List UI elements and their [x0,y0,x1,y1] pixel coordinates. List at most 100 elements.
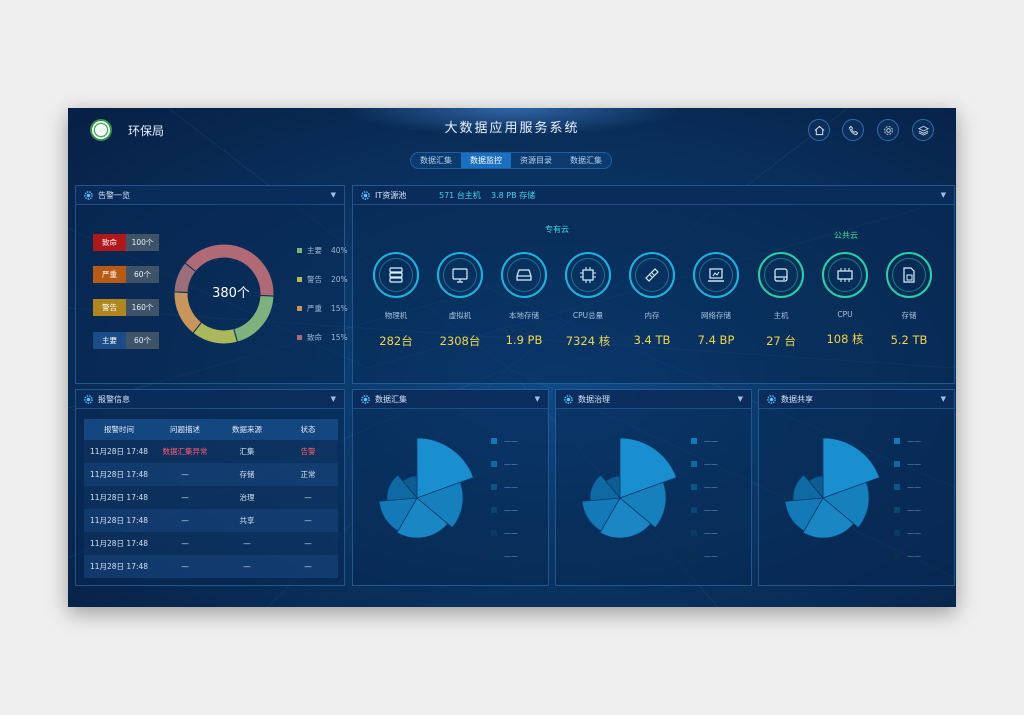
phone-icon[interactable] [842,119,864,141]
legend-swatch [894,553,900,559]
legend-swatch [691,484,697,490]
alert-level-row[interactable]: 严重 60个 [93,266,159,283]
table-cell: — [181,539,189,548]
ring [437,252,483,298]
resource-host[interactable]: 主机 27 台 [751,252,811,349]
resource-value: 7324 核 [565,334,611,348]
resource-label: 虚拟机 [448,311,472,320]
legend-swatch [491,553,497,559]
alert-level-row[interactable]: 致命 100个 [93,234,159,251]
table-cell: — [181,516,189,525]
legend-swatch [691,507,697,513]
resource-label: 主机 [773,311,789,320]
gear-icon [361,191,370,200]
legend-item: —— [894,437,921,445]
resource-label: 本地存储 [509,311,539,320]
settings-icon[interactable] [877,119,899,141]
resource-label: 存储 [901,311,917,320]
system-title: 大数据应用服务系统 [444,121,580,136]
legend-item: —— [691,506,718,514]
data-sharing-panel: 数据共享 ▼ —— —— —— —— —— —— [758,389,955,586]
resource-cpu-total[interactable]: CPU总量 7324 核 [558,252,618,349]
resource-cpu[interactable]: CPU 108 核 [815,252,875,347]
resource-physical-machine[interactable]: 物理机 282台 [366,252,426,349]
donut-slice [173,291,203,334]
legend-item: —— [691,437,718,445]
table-cell: — [243,562,251,571]
panel-title: 告警一览 [98,191,130,200]
legend-percent: 40% [331,246,348,255]
resource-memory[interactable]: 内存 3.4 TB [622,252,682,347]
home-icon[interactable] [808,119,830,141]
rose-pie-chart [378,437,474,539]
tab-resource-catalog[interactable]: 资源目录 [520,156,552,165]
resource-label: CPU [837,310,853,319]
rose-slice [589,474,621,502]
legend-item: —— [691,552,718,560]
chevron-down-icon[interactable]: ▼ [534,395,540,403]
chevron-down-icon[interactable]: ▼ [940,395,946,403]
table-row[interactable]: 11月28日 17:48 — 共享 — [84,509,338,532]
column-header[interactable]: 状态 [300,425,316,434]
tab-data-collect-2[interactable]: 数据汇集 [570,156,602,165]
alert-level-label: 致命 [93,234,126,251]
legend-text: —— [504,437,518,445]
rose-slice [619,437,677,499]
legend-name: 致命 [307,333,322,342]
table-row[interactable]: 11月28日 17:48 数据汇集异常 汇集 告警 [84,440,338,463]
resource-storage[interactable]: 存储 5.2 TB [879,252,939,347]
legend-text: —— [704,506,718,514]
column-header[interactable]: 报警时间 [104,425,134,434]
column-header[interactable]: 数据来源 [232,425,262,434]
top-header: 环保局 大数据应用服务系统 数据汇集 数据监控 资源目录 数据汇集 [68,108,956,183]
rose-slice [808,475,824,500]
table-cell: — [181,562,189,571]
resource-virtual-machine[interactable]: 虚拟机 2308台 [430,252,490,349]
chevron-down-icon[interactable]: ▼ [330,191,336,199]
rose-slice [581,497,621,532]
tab-data-collect[interactable]: 数据汇集 [420,156,452,165]
rose-slice [599,497,652,539]
rose-slice [822,481,870,529]
resource-local-storage[interactable]: 本地存储 1.9 PB [494,252,554,347]
alert-level-row[interactable]: 主要 60个 [93,332,159,349]
legend-swatch [297,335,302,340]
legend-text: —— [907,529,921,537]
ring [629,252,675,298]
table-cell: 11月28日 17:48 [89,562,149,571]
table-cell: 汇集 [239,447,255,456]
panel-header: 报警信息 ▼ [76,390,344,409]
column-header[interactable]: 问题描述 [170,425,200,434]
chevron-down-icon[interactable]: ▼ [737,395,743,403]
server-icon [379,258,413,292]
chevron-down-icon[interactable]: ▼ [330,395,336,403]
table-cell: 告警 [300,447,316,456]
legend-swatch [894,438,900,444]
legend-item: —— [894,506,921,514]
table-row[interactable]: 11月28日 17:48 — 存储 正常 [84,463,338,486]
chevron-down-icon[interactable]: ▼ [940,191,946,199]
legend-text: —— [504,506,518,514]
table-cell: 存储 [239,470,255,479]
alert-level-row[interactable]: 警告 160个 [93,299,159,316]
rose-slice [416,481,464,529]
table-cell: 11月28日 17:48 [89,470,149,479]
tab-data-monitor[interactable]: 数据监控 [461,153,511,168]
legend-percent: 15% [331,333,348,342]
resource-network-storage[interactable]: 网络存储 7.4 BP [686,252,746,347]
gear-icon [84,191,93,200]
data-governance-panel: 数据治理 ▼ —— —— —— —— —— —— [555,389,752,586]
legend-text: —— [907,460,921,468]
table-row[interactable]: 11月28日 17:48 — — — [84,555,338,578]
legend-item: 警告 20% [297,274,348,285]
panel-title: 数据共享 [781,395,813,404]
legend-text: —— [504,460,518,468]
table-row[interactable]: 11月28日 17:48 — — — [84,532,338,555]
table-cell: 11月28日 17:48 [89,516,149,525]
legend-item: 致命 15% [297,332,348,343]
legend-item: —— [491,483,518,491]
legend-item: —— [894,552,921,560]
layers-icon[interactable] [912,119,934,141]
table-row[interactable]: 11月28日 17:48 — 治理 — [84,486,338,509]
resource-value: 5.2 TB [890,333,928,347]
